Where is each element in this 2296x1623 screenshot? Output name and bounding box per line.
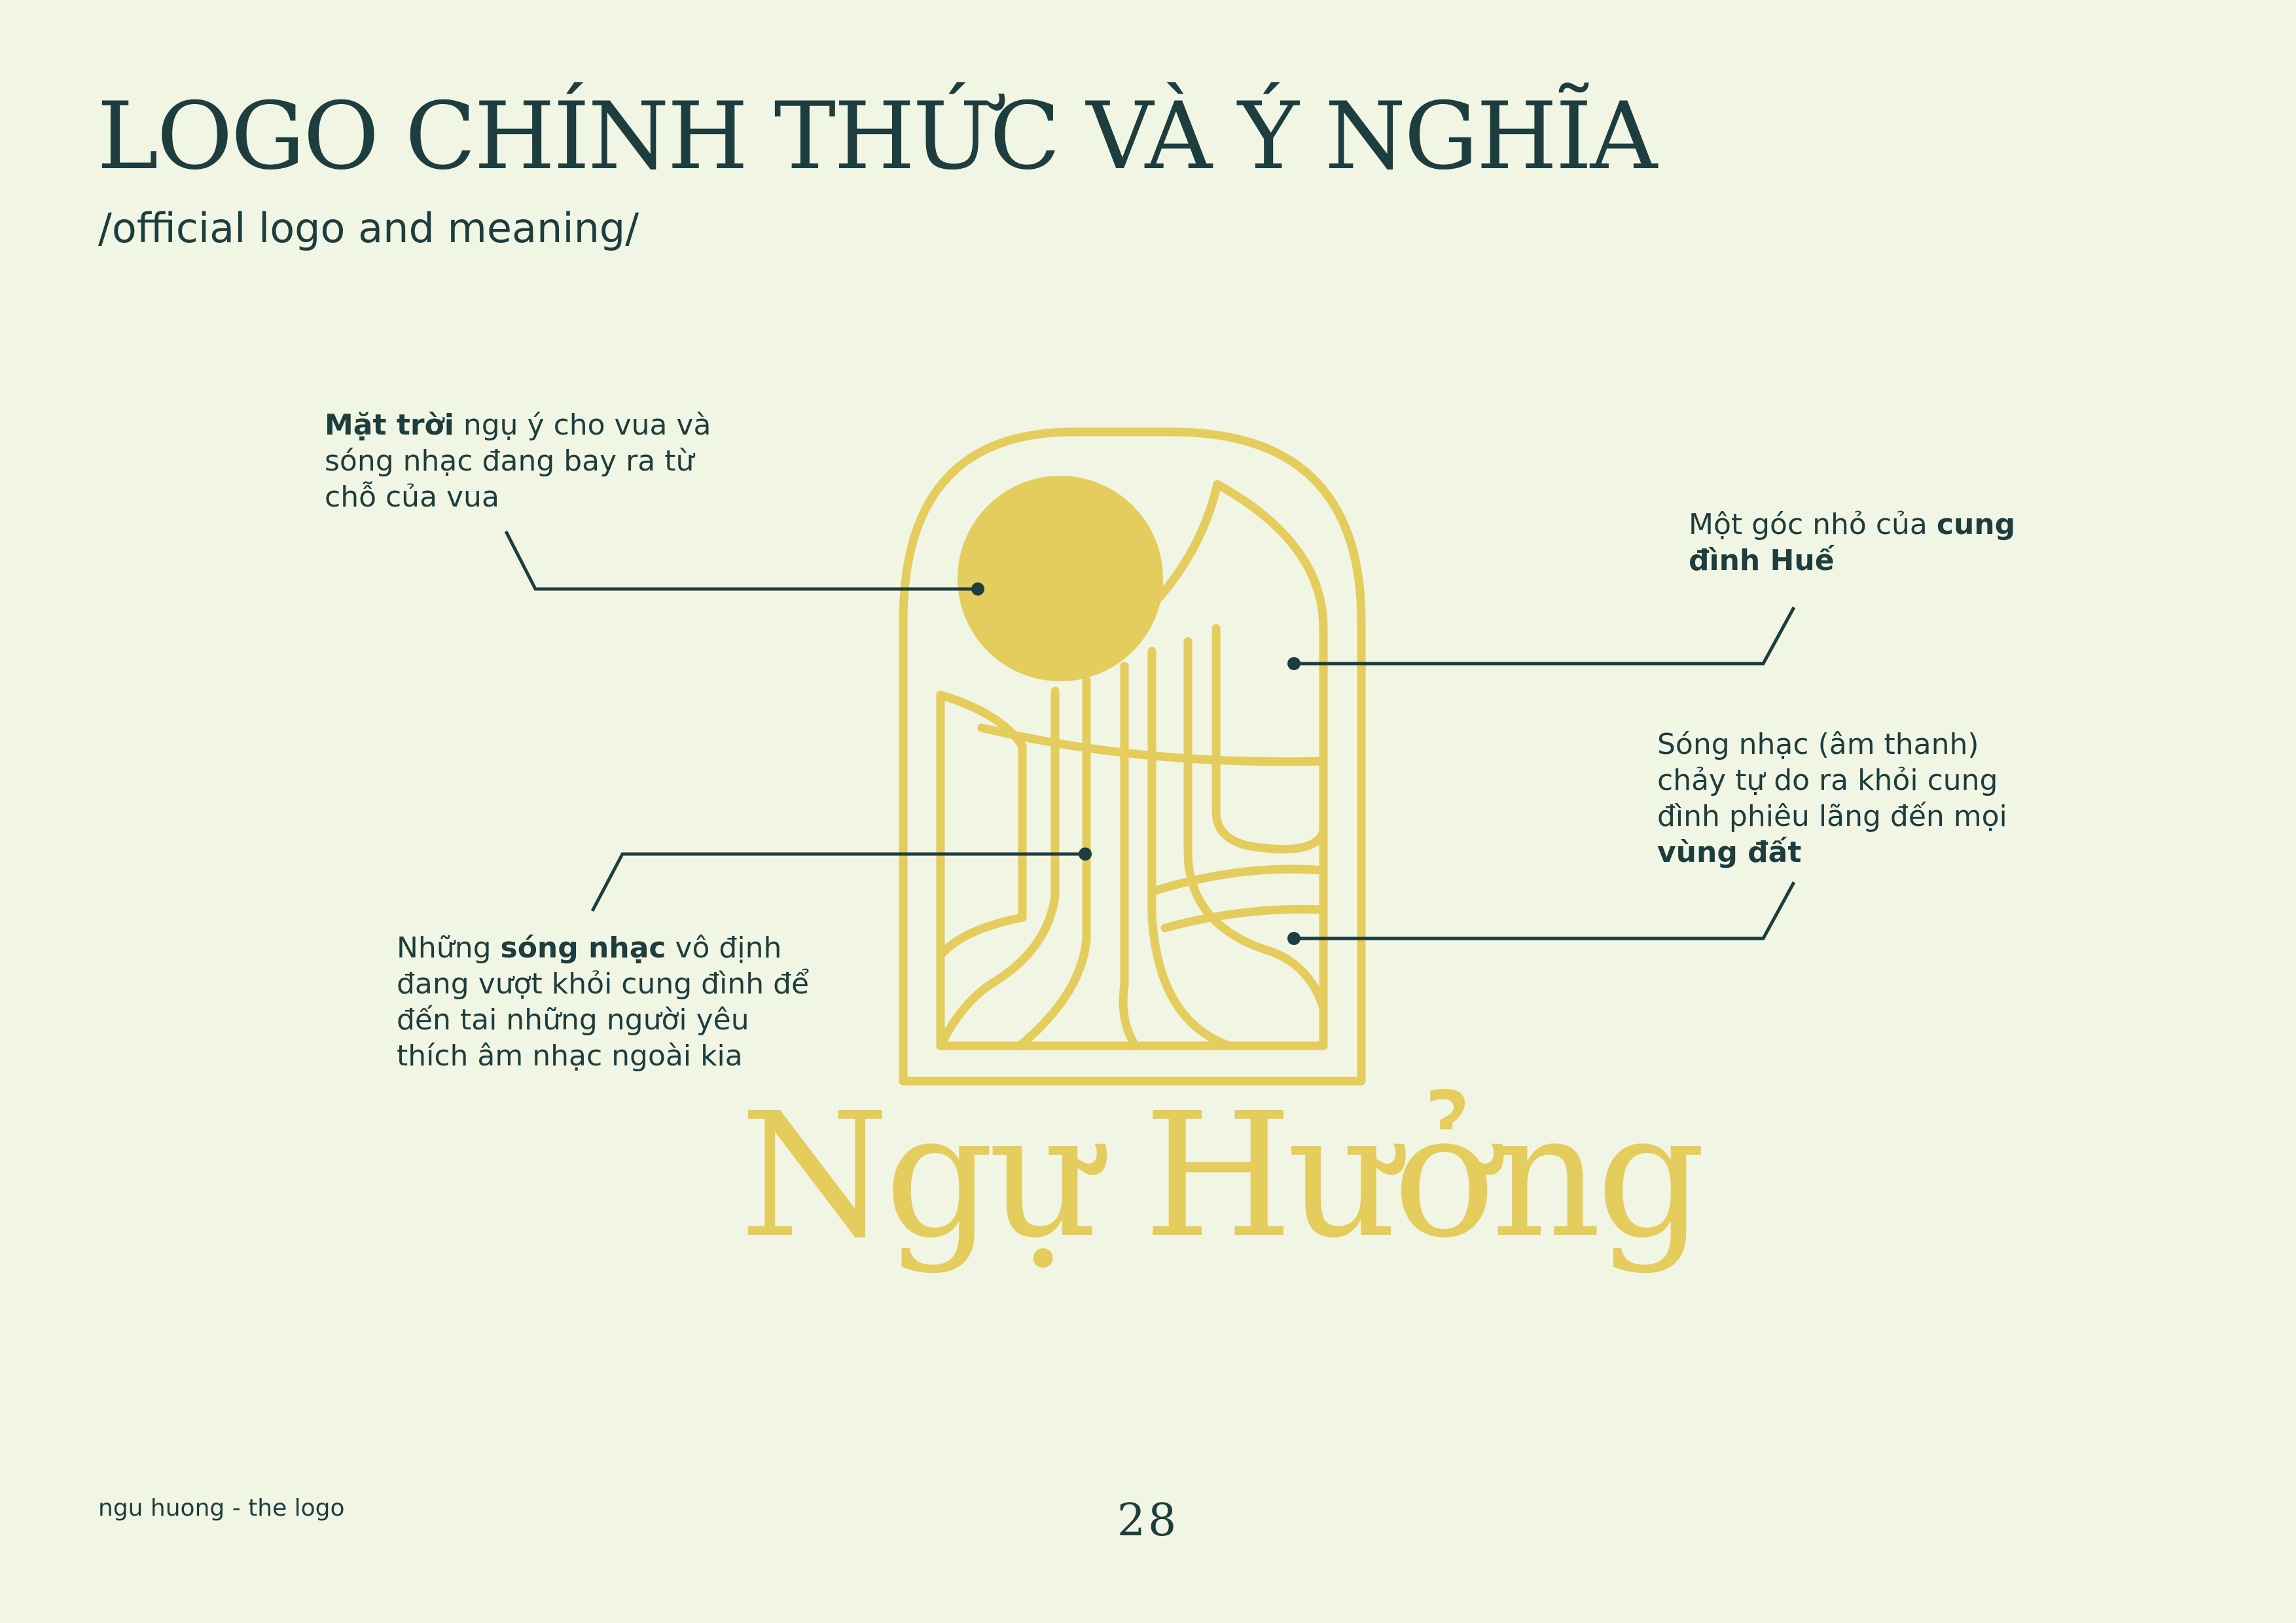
leader-dot-waves [1079,847,1092,861]
column-center [1119,662,1140,1050]
horizontal-bar [977,723,1328,766]
annotation-free-flow: Sóng nhạc (âm thanh) chảy tự do ra khỏi … [1657,726,2050,870]
arch-frame [899,427,1366,1086]
page-number: 28 [1117,1495,1179,1546]
annotation-free-flow-bold: vùng đất [1657,836,1802,869]
leader-line-palace [1294,606,1796,666]
leader-line-freely [1294,881,1796,940]
annotation-waves-bold: sóng nhạc [500,931,666,965]
hill-left [936,687,1060,1050]
leader-dot-palace [1287,657,1300,670]
annotation-sun-bold: Mặt trời [325,408,454,442]
page-title: LOGO CHÍNH THỨC VÀ Ý NGHĨA [97,82,1657,190]
annotation-waves-text-after: vô định đang vượt khỏi cung đình để đến … [397,931,810,1073]
footer-label: ngu huong - the logo [98,1495,345,1522]
annotation-palace-bold: cung đình Huế [1689,508,2016,577]
river-wave-c [1242,827,1328,854]
annotation-palace: Một góc nhỏ của cung đình Huế [1689,507,2055,579]
brand-wordmark: Ngự Hưởng [740,1076,1706,1275]
leader-line-waves [590,852,1085,912]
wave-stem-b [1211,624,1251,850]
annotation-free-flow-text: Sóng nhạc (âm thanh) chảy tự do ra khỏi … [1657,728,2007,833]
column-left [1015,676,1091,1050]
river-wave-a [1153,865,1328,895]
annotation-waves-text-before: Những [397,931,501,965]
annotation-music-waves: Những sóng nhạc vô định đang vượt khỏi c… [397,930,822,1074]
column-right [1147,647,1234,1050]
leader-dot-freely [1287,932,1300,945]
annotation-palace-text: Một góc nhỏ của [1689,508,1937,541]
leader-dot-sun [971,582,984,596]
wave-stem-a [1183,637,1328,1012]
annotation-sun: Mặt trời ngụ ý cho vua và sóng nhạc đang… [325,407,730,515]
annotation-sun-text: ngụ ý cho vua và sóng nhạc đang bay ra t… [325,408,711,514]
inner-frame-right [1119,480,1328,1050]
river-wave-b [1160,904,1328,933]
page-subtitle: /official logo and meaning/ [98,204,639,252]
sun-circle [958,476,1163,681]
leader-line-sun [504,530,978,591]
wave-left [936,690,1027,960]
